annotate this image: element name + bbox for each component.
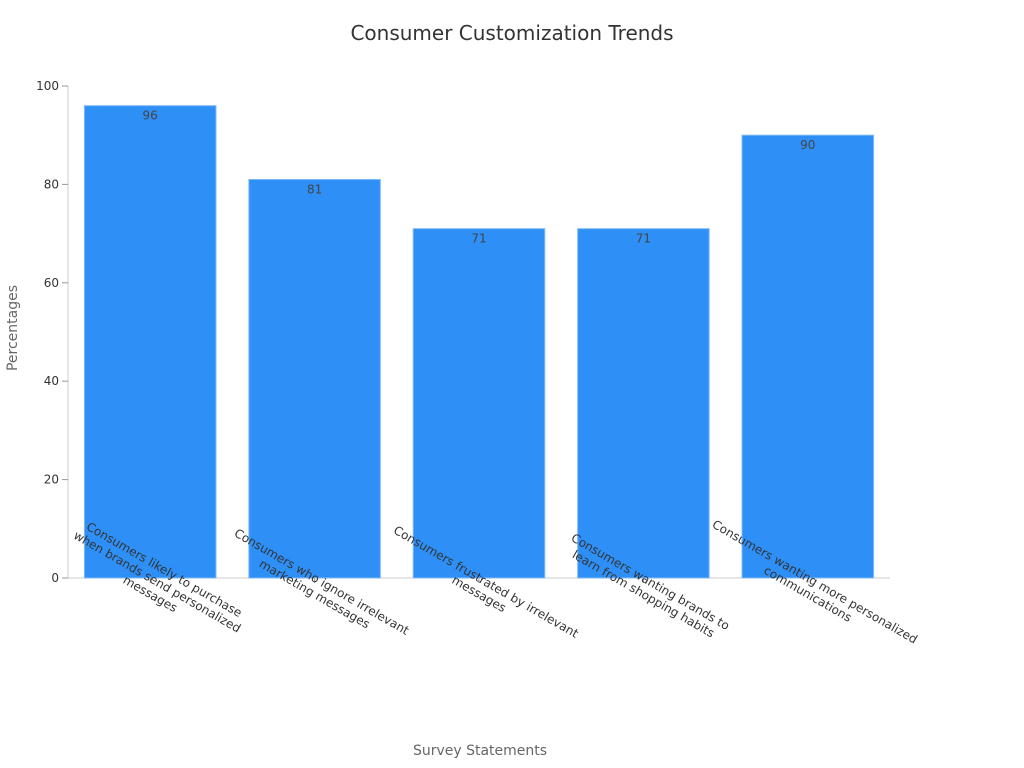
chart-title: Consumer Customization Trends bbox=[350, 21, 673, 45]
data-labels-group: 96 81 71 71 90 bbox=[143, 109, 816, 246]
y-axis: 0 20 40 60 80 100 bbox=[36, 79, 69, 585]
bar bbox=[577, 228, 710, 579]
y-tick-label: 20 bbox=[44, 473, 59, 487]
x-axis-title: Survey Statements bbox=[413, 743, 547, 759]
data-label: 71 bbox=[636, 232, 651, 246]
y-tick-label: 60 bbox=[44, 276, 59, 290]
bar bbox=[83, 105, 217, 579]
y-tick-label: 0 bbox=[51, 571, 59, 585]
y-tick-label: 40 bbox=[44, 374, 59, 388]
data-label: 96 bbox=[143, 109, 158, 123]
bar bbox=[741, 134, 875, 579]
data-label: 90 bbox=[800, 138, 815, 152]
bar bbox=[412, 228, 546, 579]
data-label: 71 bbox=[471, 232, 486, 246]
bar bbox=[248, 178, 381, 579]
y-tick-label: 100 bbox=[36, 79, 59, 93]
bars-group bbox=[83, 105, 875, 579]
data-label: 81 bbox=[307, 182, 322, 196]
y-tick-label: 80 bbox=[44, 177, 59, 191]
y-axis-title: Percentages bbox=[5, 285, 21, 371]
